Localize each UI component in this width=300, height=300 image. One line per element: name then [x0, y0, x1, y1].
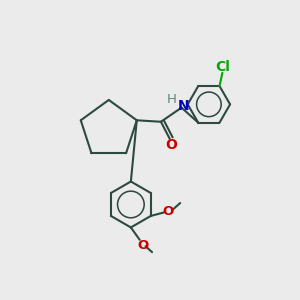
Text: N: N	[178, 99, 190, 113]
Text: O: O	[138, 238, 149, 252]
Text: Cl: Cl	[215, 60, 230, 74]
Text: H: H	[166, 93, 176, 106]
Text: O: O	[165, 138, 177, 152]
Text: O: O	[163, 205, 174, 218]
